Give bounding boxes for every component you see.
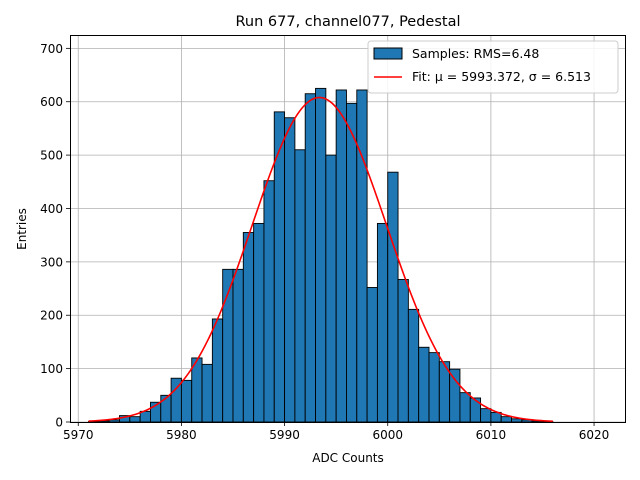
x-tick-label: 5970 (63, 428, 94, 442)
fit-curve (88, 96, 553, 423)
x-axis-ticks: 5970 5980 5990 6000 6010 6020 (63, 422, 609, 442)
histogram-bars (88, 87, 554, 423)
histogram-bar (387, 171, 399, 423)
y-axis-ticks: 0 100 200 300 400 500 600 700 (40, 42, 70, 430)
fit-curve-group (88, 96, 553, 423)
y-tick-label: 300 (40, 255, 63, 269)
x-tick-label: 6000 (372, 428, 403, 442)
histogram-bar (180, 379, 193, 423)
y-tick-label: 600 (40, 95, 63, 109)
histogram-bar (480, 408, 492, 423)
histogram-bar (511, 418, 523, 423)
histogram-bar (376, 222, 389, 423)
histogram-bar (356, 89, 368, 423)
histogram-bar (449, 368, 461, 423)
histogram-bar (366, 287, 378, 423)
histogram-bar (129, 416, 141, 423)
histogram-bar (242, 232, 255, 423)
histogram-bar (211, 318, 224, 423)
legend-fit-label: Fit: μ = 5993.372, σ = 6.513 (412, 69, 591, 84)
legend: Samples: RMS=6.48 Fit: μ = 5993.372, σ =… (367, 40, 619, 94)
histogram-bar (284, 117, 296, 423)
x-tick-label: 6010 (476, 428, 507, 442)
histogram-bar (346, 102, 358, 423)
histogram-bar (315, 87, 327, 423)
x-tick-label: 5980 (166, 428, 197, 442)
histogram-bar (294, 149, 306, 423)
histogram-bar (232, 268, 244, 423)
y-tick-label: 200 (40, 309, 63, 323)
histogram-bar (407, 308, 420, 423)
histogram-bar (160, 394, 172, 423)
histogram-bar (201, 363, 213, 423)
y-tick-label: 500 (40, 149, 63, 163)
legend-samples-swatch (373, 47, 403, 60)
histogram-bar (325, 154, 337, 423)
plot-frame (70, 35, 626, 423)
histogram-bar (304, 93, 316, 423)
histogram-bar (469, 397, 482, 423)
y-tick-label: 400 (40, 202, 63, 216)
histogram-bar (335, 89, 347, 423)
x-axis-label: ADC Counts (312, 451, 384, 465)
y-tick-label: 0 (55, 416, 63, 430)
x-tick-label: 5990 (269, 428, 300, 442)
histogram-bar (418, 346, 430, 423)
histogram-bar (263, 180, 275, 423)
histogram-bar (459, 392, 471, 423)
y-axis-label: Entries (15, 208, 29, 250)
chart-title: Run 677, channel077, Pedestal (235, 14, 460, 30)
histogram-bar (253, 222, 265, 423)
legend-box (367, 40, 619, 94)
histogram-bar (397, 279, 409, 423)
x-tick-label: 6020 (579, 428, 610, 442)
y-tick-label: 100 (40, 362, 63, 376)
histogram-bar (108, 419, 120, 423)
histogram-bar (500, 416, 512, 423)
histogram-bar (428, 352, 440, 423)
legend-samples-label: Samples: RMS=6.48 (412, 46, 539, 61)
y-tick-label: 700 (40, 42, 63, 56)
